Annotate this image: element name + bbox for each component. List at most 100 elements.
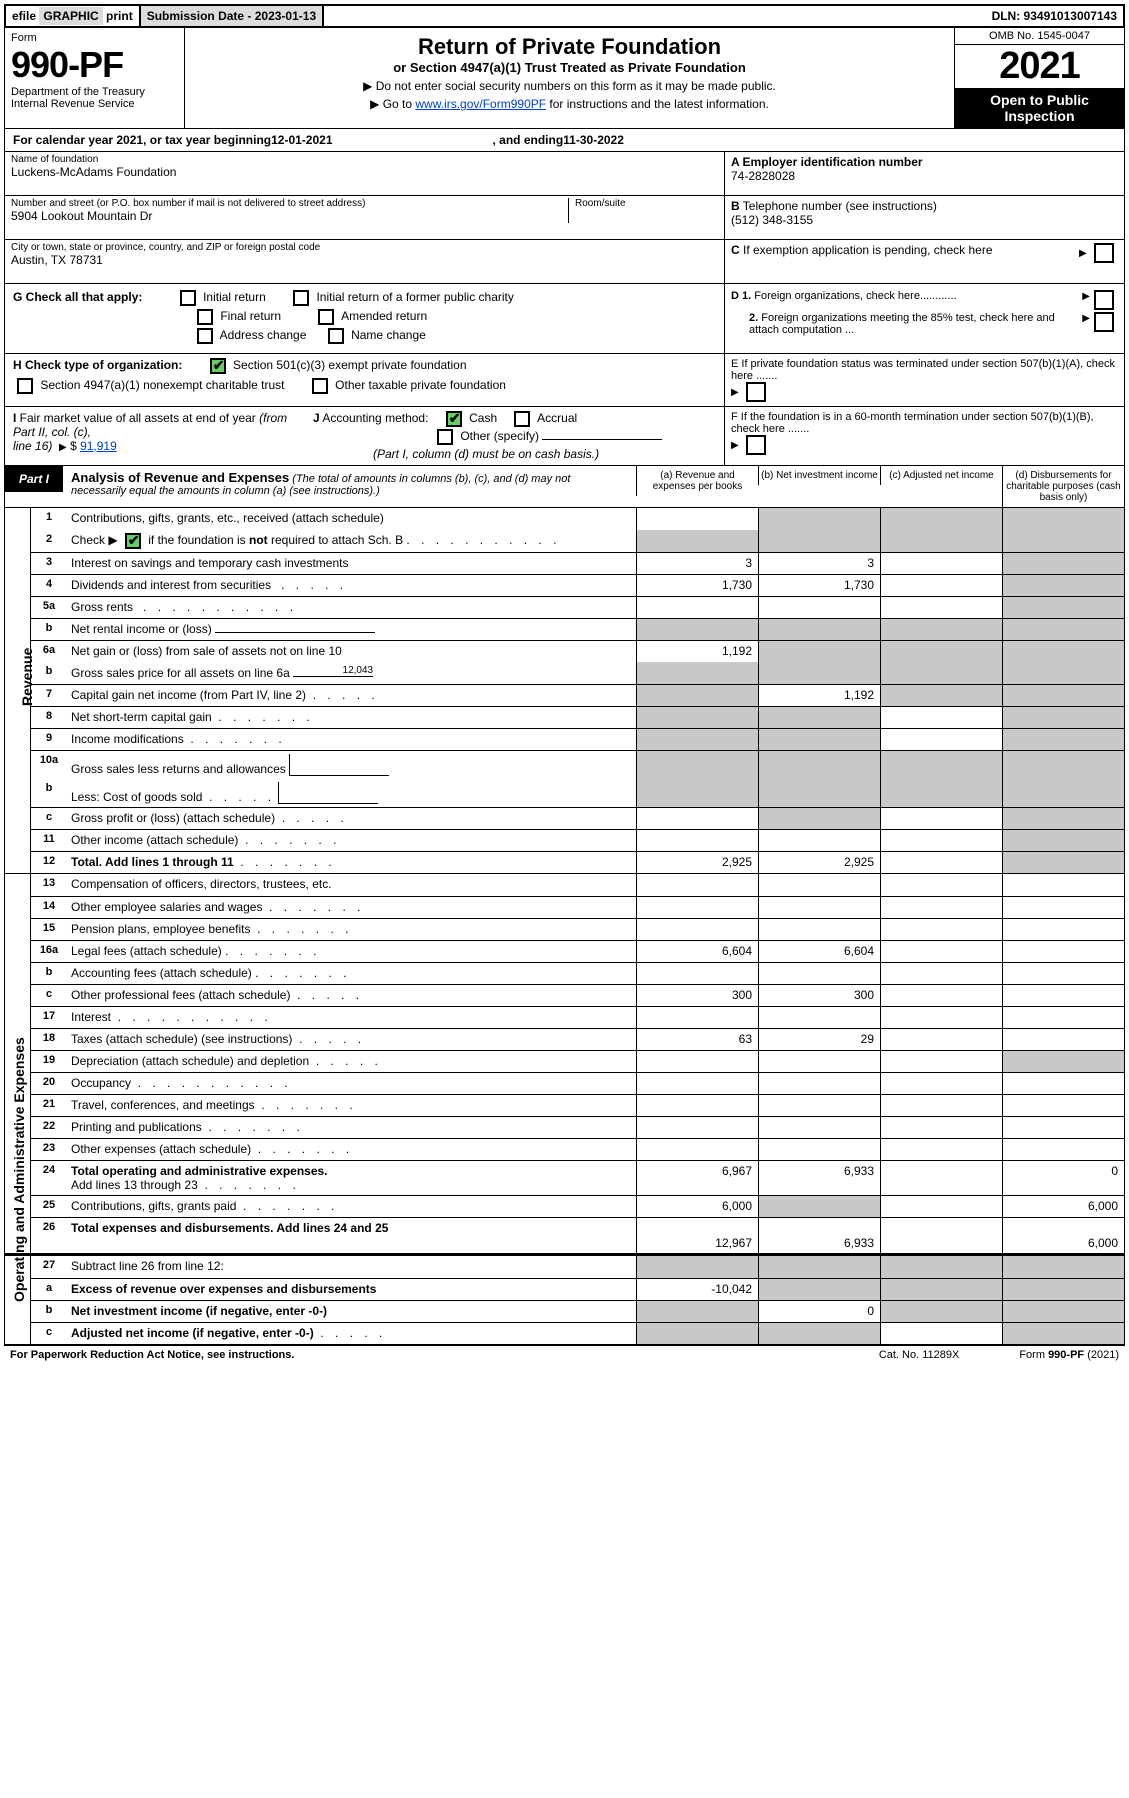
r6b-dt: Gross sales price for all assets on line… (71, 666, 290, 680)
r27a-b (758, 1279, 880, 1300)
r7-dd (1002, 685, 1124, 706)
addr-label: Number and street (or P.O. box number if… (11, 198, 568, 209)
r20-dt: Occupancy (71, 1076, 131, 1090)
r27b-c (880, 1301, 1002, 1322)
r18-c (880, 1029, 1002, 1050)
r27c-dt: Adjusted net income (if negative, enter … (71, 1326, 314, 1340)
r27c-d: Adjusted net income (if negative, enter … (67, 1323, 636, 1344)
r25-dd: 6,000 (1002, 1196, 1124, 1217)
g-check-5[interactable] (328, 328, 344, 344)
r27b-b: 0 (758, 1301, 880, 1322)
r18-a: 63 (636, 1029, 758, 1050)
r10c-b (758, 808, 880, 829)
r5a-b (758, 597, 880, 618)
row-3: 3Interest on savings and temporary cash … (31, 552, 1124, 574)
header-middle: Return of Private Foundation or Section … (185, 28, 954, 128)
r7-dots: . . . . . (313, 688, 379, 702)
r20-b (758, 1073, 880, 1094)
note-ssn: ▶ Do not enter social security numbers o… (195, 79, 944, 93)
irs-label: Internal Revenue Service (11, 98, 178, 110)
efile-label: efile (12, 9, 36, 23)
ein-label: A Employer identification number (731, 155, 1118, 169)
r18-dd (1002, 1029, 1124, 1050)
goto-link[interactable]: www.irs.gov/Form990PF (415, 97, 546, 111)
g-check-4[interactable] (197, 328, 213, 344)
r9-dd (1002, 729, 1124, 750)
r19-b (758, 1051, 880, 1072)
j-cash-check[interactable] (446, 411, 462, 427)
f-checkbox[interactable] (746, 435, 766, 455)
goto-pre: ▶ Go to (370, 97, 415, 111)
j-other-check[interactable] (437, 429, 453, 445)
r16c-dots: . . . . . (297, 988, 363, 1002)
g-check-0[interactable] (180, 290, 196, 306)
row-2: 2Check ▶ if the foundation is not requir… (31, 530, 1124, 552)
j-other: Other (specify) (460, 429, 539, 443)
j-accrual-check[interactable] (514, 411, 530, 427)
r10b-dots: . . . . . (209, 790, 275, 804)
r14-dd (1002, 897, 1124, 918)
footer-left: For Paperwork Reduction Act Notice, see … (10, 1349, 294, 1361)
r18-n: 18 (31, 1029, 67, 1050)
r6a-b (758, 641, 880, 662)
row-27: 27Subtract line 26 from line 12: (31, 1256, 1124, 1278)
g-check-3[interactable] (318, 309, 334, 325)
side-expenses: Operating and Administrative Expenses (5, 874, 31, 1253)
r10b-dt: Less: Cost of goods sold (71, 790, 202, 804)
r2-check[interactable] (125, 533, 141, 549)
h-check-1[interactable] (210, 358, 226, 374)
tel-value: (512) 348-3155 (731, 213, 1118, 227)
pending-checkbox[interactable] (1094, 243, 1114, 263)
r27b-dd (1002, 1301, 1124, 1322)
r25-n: 25 (31, 1196, 67, 1217)
r18-d: Taxes (attach schedule) (see instruction… (67, 1029, 636, 1050)
print-label[interactable]: print (106, 9, 133, 23)
g-txt-3: Amended return (341, 309, 427, 323)
g-check-1[interactable] (293, 290, 309, 306)
r10b-c (880, 779, 1002, 807)
h-e-row: H Check type of organization: Section 50… (4, 354, 1125, 407)
r6a-dd (1002, 641, 1124, 662)
r26-dt: Total expenses and disbursements. Add li… (71, 1221, 388, 1235)
r17-a (636, 1007, 758, 1028)
r21-dots: . . . . . . . (261, 1098, 356, 1112)
r16b-a (636, 963, 758, 984)
r27c-dots: . . . . . (320, 1326, 386, 1340)
r12-dt: Total. Add lines 1 through 11 (71, 855, 234, 869)
e-checkbox[interactable] (746, 382, 766, 402)
r6b-c (880, 662, 1002, 684)
ein-label-b: A Employer identification number (731, 155, 923, 169)
r19-n: 19 (31, 1051, 67, 1072)
i-value-link[interactable]: 91,919 (80, 439, 117, 453)
r23-a (636, 1139, 758, 1160)
r9-b (758, 729, 880, 750)
h-check-3[interactable] (312, 378, 328, 394)
h-check-2[interactable] (17, 378, 33, 394)
r14-a (636, 897, 758, 918)
r6a-d: Net gain or (loss) from sale of assets n… (67, 641, 636, 662)
r5b-n: b (31, 619, 67, 640)
room-suite: Room/suite (568, 198, 718, 223)
r23-dd (1002, 1139, 1124, 1160)
row-20: 20Occupancy . . . . . . . . . . . (31, 1072, 1124, 1094)
g-check-2[interactable] (197, 309, 213, 325)
r20-a (636, 1073, 758, 1094)
r9-dots: . . . . . . . (190, 732, 285, 746)
r10b-b (758, 779, 880, 807)
r2-end: required to attach Sch. B (268, 533, 403, 547)
r7-dt: Capital gain net income (from Part IV, l… (71, 688, 306, 702)
r17-dd (1002, 1007, 1124, 1028)
summary-table: 27Subtract line 26 from line 12: aExcess… (4, 1254, 1125, 1345)
addr-block: Number and street (or P.O. box number if… (5, 196, 724, 240)
row-25: 25Contributions, gifts, grants paid . . … (31, 1195, 1124, 1217)
part-tab: Part I (5, 466, 63, 492)
r16a-dt: Legal fees (attach schedule) (71, 944, 222, 958)
g-txt-4: Address change (220, 328, 307, 342)
revenue-table: Revenue 1Contributions, gifts, grants, e… (4, 508, 1125, 874)
d2-checkbox[interactable] (1094, 312, 1114, 332)
r10c-n: c (31, 808, 67, 829)
d1-checkbox[interactable] (1094, 290, 1114, 310)
row-5a: 5aGross rents . . . . . . . . . . . (31, 596, 1124, 618)
r13-a (636, 874, 758, 896)
r15-dt: Pension plans, employee benefits (71, 922, 250, 936)
